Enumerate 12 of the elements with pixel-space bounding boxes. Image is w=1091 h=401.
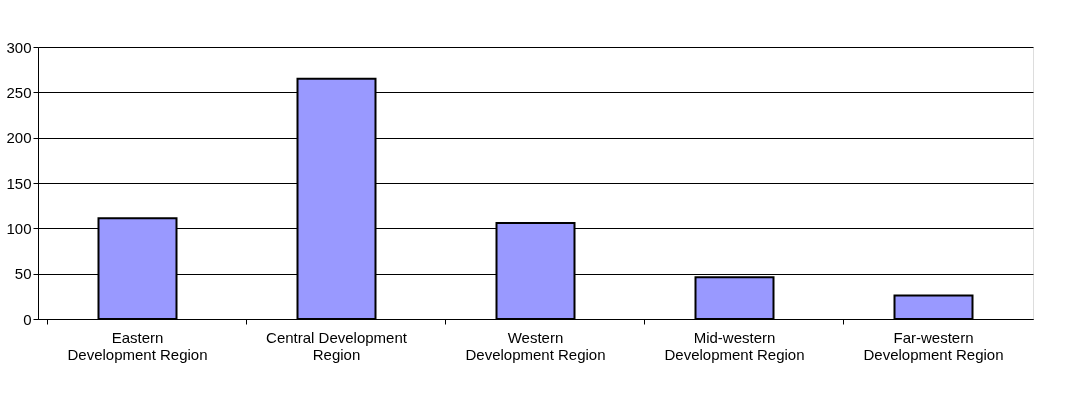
y-tick-label: 250 bbox=[6, 83, 32, 101]
x-tick-label: Far-western Development Region bbox=[863, 328, 1004, 363]
x-tick-label: Central Development Region bbox=[266, 328, 408, 363]
y-tick-label: 300 bbox=[6, 38, 32, 56]
y-tick-label: 100 bbox=[6, 219, 32, 237]
y-tick-label: 50 bbox=[14, 265, 32, 283]
x-tick-label: Western Development Region bbox=[465, 328, 606, 363]
x-tick-label: Eastern Development Region bbox=[67, 328, 208, 363]
x-tick-label: Mid-western Development Region bbox=[664, 328, 805, 363]
y-tick-label: 0 bbox=[23, 310, 32, 328]
y-tick-label: 200 bbox=[6, 129, 32, 147]
y-tick-label: 150 bbox=[6, 174, 32, 192]
